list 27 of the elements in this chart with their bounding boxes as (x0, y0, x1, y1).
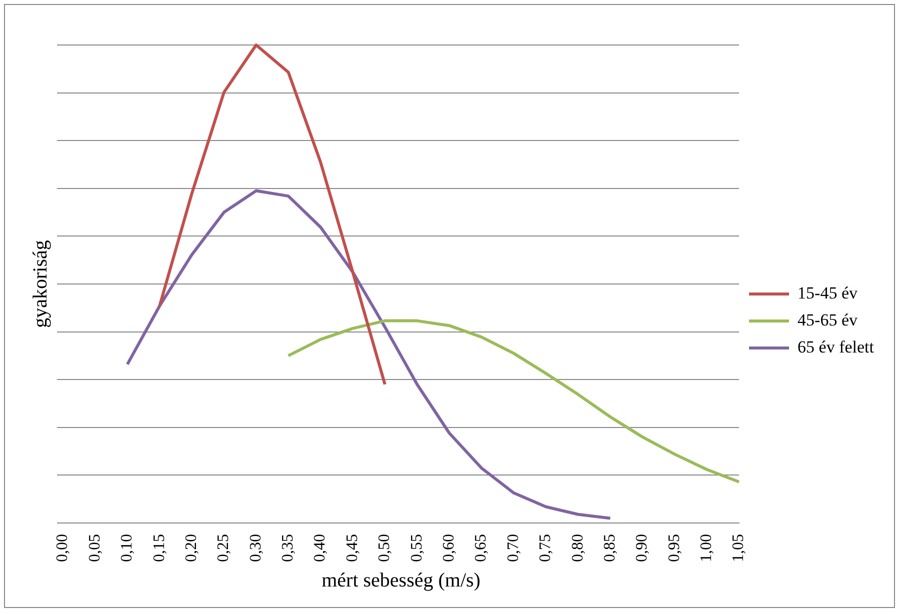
x-tick-label: 0,80 (569, 534, 586, 562)
legend-label: 15-45 év (798, 283, 858, 302)
x-tick-label: 1,05 (730, 534, 748, 562)
x-tick-label: 0,40 (312, 534, 329, 562)
x-tick-label: 0,45 (344, 534, 361, 562)
x-tick-label: 0,65 (472, 534, 490, 562)
legend-label: 45-65 év (798, 310, 858, 330)
x-tick-label: 0,55 (408, 534, 426, 562)
x-tick-label: 0,20 (182, 534, 200, 562)
x-tick-label: 0,30 (247, 534, 264, 562)
x-tick-label: 0,15 (150, 534, 168, 562)
x-tick-label: 0,50 (376, 534, 394, 562)
x-tick-label: 0,95 (666, 534, 683, 562)
x-tick-label: 1,00 (698, 534, 716, 562)
y-axis-title: gyakoriság (29, 240, 52, 328)
x-tick-label: 0,05 (86, 534, 104, 562)
x-tick-label: 0,25 (215, 534, 232, 562)
x-tick-label: 0,60 (440, 534, 458, 562)
x-tick-label: 0,35 (280, 534, 297, 562)
x-tick-label: 0,10 (118, 534, 136, 562)
x-tick-label: 0,90 (634, 534, 651, 562)
x-tick-label: 0,75 (537, 534, 554, 562)
x-tick-label: 0,00 (54, 534, 72, 562)
x-axis-title: mért sebesség (m/s) (322, 569, 480, 592)
x-tick-label: 0,85 (601, 534, 618, 562)
legend-label: 65 év felett (798, 337, 874, 356)
x-tick-label: 0,70 (504, 534, 522, 562)
